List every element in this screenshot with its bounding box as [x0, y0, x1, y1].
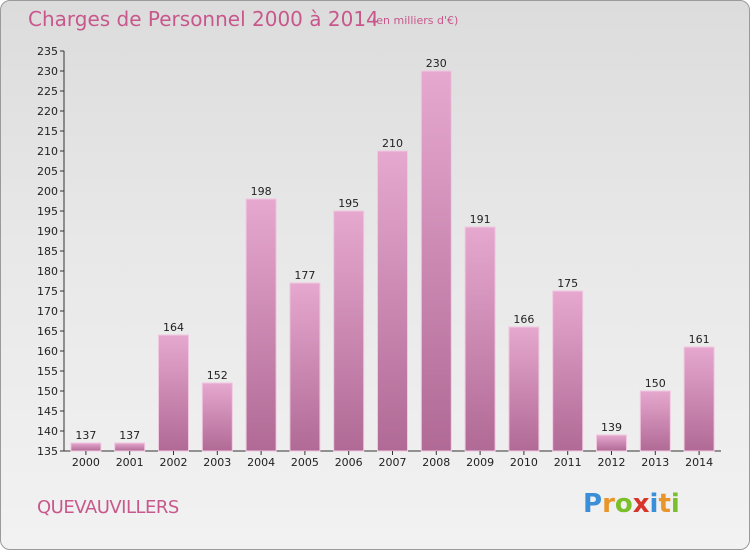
bar [683, 346, 715, 452]
bar [377, 150, 408, 452]
y-tick-label: 220 [37, 105, 58, 118]
data-label: 230 [426, 57, 447, 70]
bar [70, 442, 102, 452]
logo-letter: r [602, 489, 615, 519]
data-label: 195 [338, 197, 359, 210]
data-label: 139 [601, 421, 622, 434]
bar [158, 334, 189, 452]
y-tick-label: 145 [37, 405, 58, 418]
commune-name: QUEVAUVILLERS [37, 497, 179, 518]
x-tick-label: 2002 [160, 456, 188, 469]
x-tick-label: 2007 [379, 456, 407, 469]
data-label: 198 [251, 185, 272, 198]
x-tick-label: 2013 [641, 456, 669, 469]
bar [420, 70, 452, 452]
x-tick-label: 2005 [291, 456, 319, 469]
logo-letter: t [658, 489, 671, 519]
chart-title: Charges de Personnel 2000 à 2014 [28, 7, 379, 31]
y-tick-label: 190 [37, 225, 58, 238]
logo-letter: i [670, 489, 680, 519]
bar [508, 326, 540, 452]
x-tick-label: 2010 [510, 456, 538, 469]
data-label: 166 [513, 313, 534, 326]
y-tick-label: 155 [37, 365, 58, 378]
bar [201, 382, 233, 452]
x-tick-label: 2004 [247, 456, 275, 469]
y-tick-label: 200 [37, 185, 58, 198]
data-label: 177 [294, 269, 315, 282]
x-tick-label: 2009 [466, 456, 494, 469]
y-tick-label: 235 [37, 45, 58, 58]
bar [552, 290, 584, 452]
proxiti-logo: Proxiti [583, 489, 680, 519]
x-tick-label: 2001 [116, 456, 144, 469]
data-label: 137 [75, 429, 96, 442]
logo-letter: i [649, 489, 659, 519]
logo-letter: o [614, 489, 633, 519]
data-label: 150 [645, 377, 666, 390]
y-tick-label: 180 [37, 265, 58, 278]
logo-letter: P [583, 489, 603, 519]
y-tick-label: 215 [37, 125, 58, 138]
bar [596, 434, 627, 452]
logo-letter: x [632, 489, 650, 519]
data-label: 175 [557, 277, 578, 290]
y-tick-label: 170 [37, 305, 58, 318]
data-label: 137 [119, 429, 140, 442]
x-tick-label: 2000 [72, 456, 100, 469]
y-tick-label: 135 [37, 445, 58, 458]
bar [245, 198, 277, 452]
data-label: 161 [689, 333, 710, 346]
x-tick-label: 2012 [598, 456, 626, 469]
y-tick-label: 185 [37, 245, 58, 258]
chart-subtitle: (en milliers d'€) [372, 14, 459, 27]
y-tick-label: 225 [37, 85, 58, 98]
bar [464, 226, 496, 452]
y-tick-label: 210 [37, 145, 58, 158]
y-tick-label: 205 [37, 165, 58, 178]
data-label: 191 [470, 213, 491, 226]
x-tick-label: 2003 [203, 456, 231, 469]
y-tick-label: 195 [37, 205, 58, 218]
y-tick-label: 175 [37, 285, 58, 298]
data-label: 210 [382, 137, 403, 150]
y-tick-label: 150 [37, 385, 58, 398]
bar [639, 390, 671, 452]
y-tick-label: 160 [37, 345, 58, 358]
y-tick-label: 230 [37, 65, 58, 78]
y-tick-label: 140 [37, 425, 58, 438]
bar [333, 210, 365, 452]
x-tick-label: 2008 [422, 456, 450, 469]
x-tick-label: 2011 [554, 456, 582, 469]
data-label: 164 [163, 321, 184, 334]
x-tick-label: 2006 [335, 456, 363, 469]
y-tick-label: 165 [37, 325, 58, 338]
x-tick-label: 2014 [685, 456, 713, 469]
bar [289, 282, 321, 452]
bar [114, 442, 146, 452]
data-label: 152 [207, 369, 228, 382]
